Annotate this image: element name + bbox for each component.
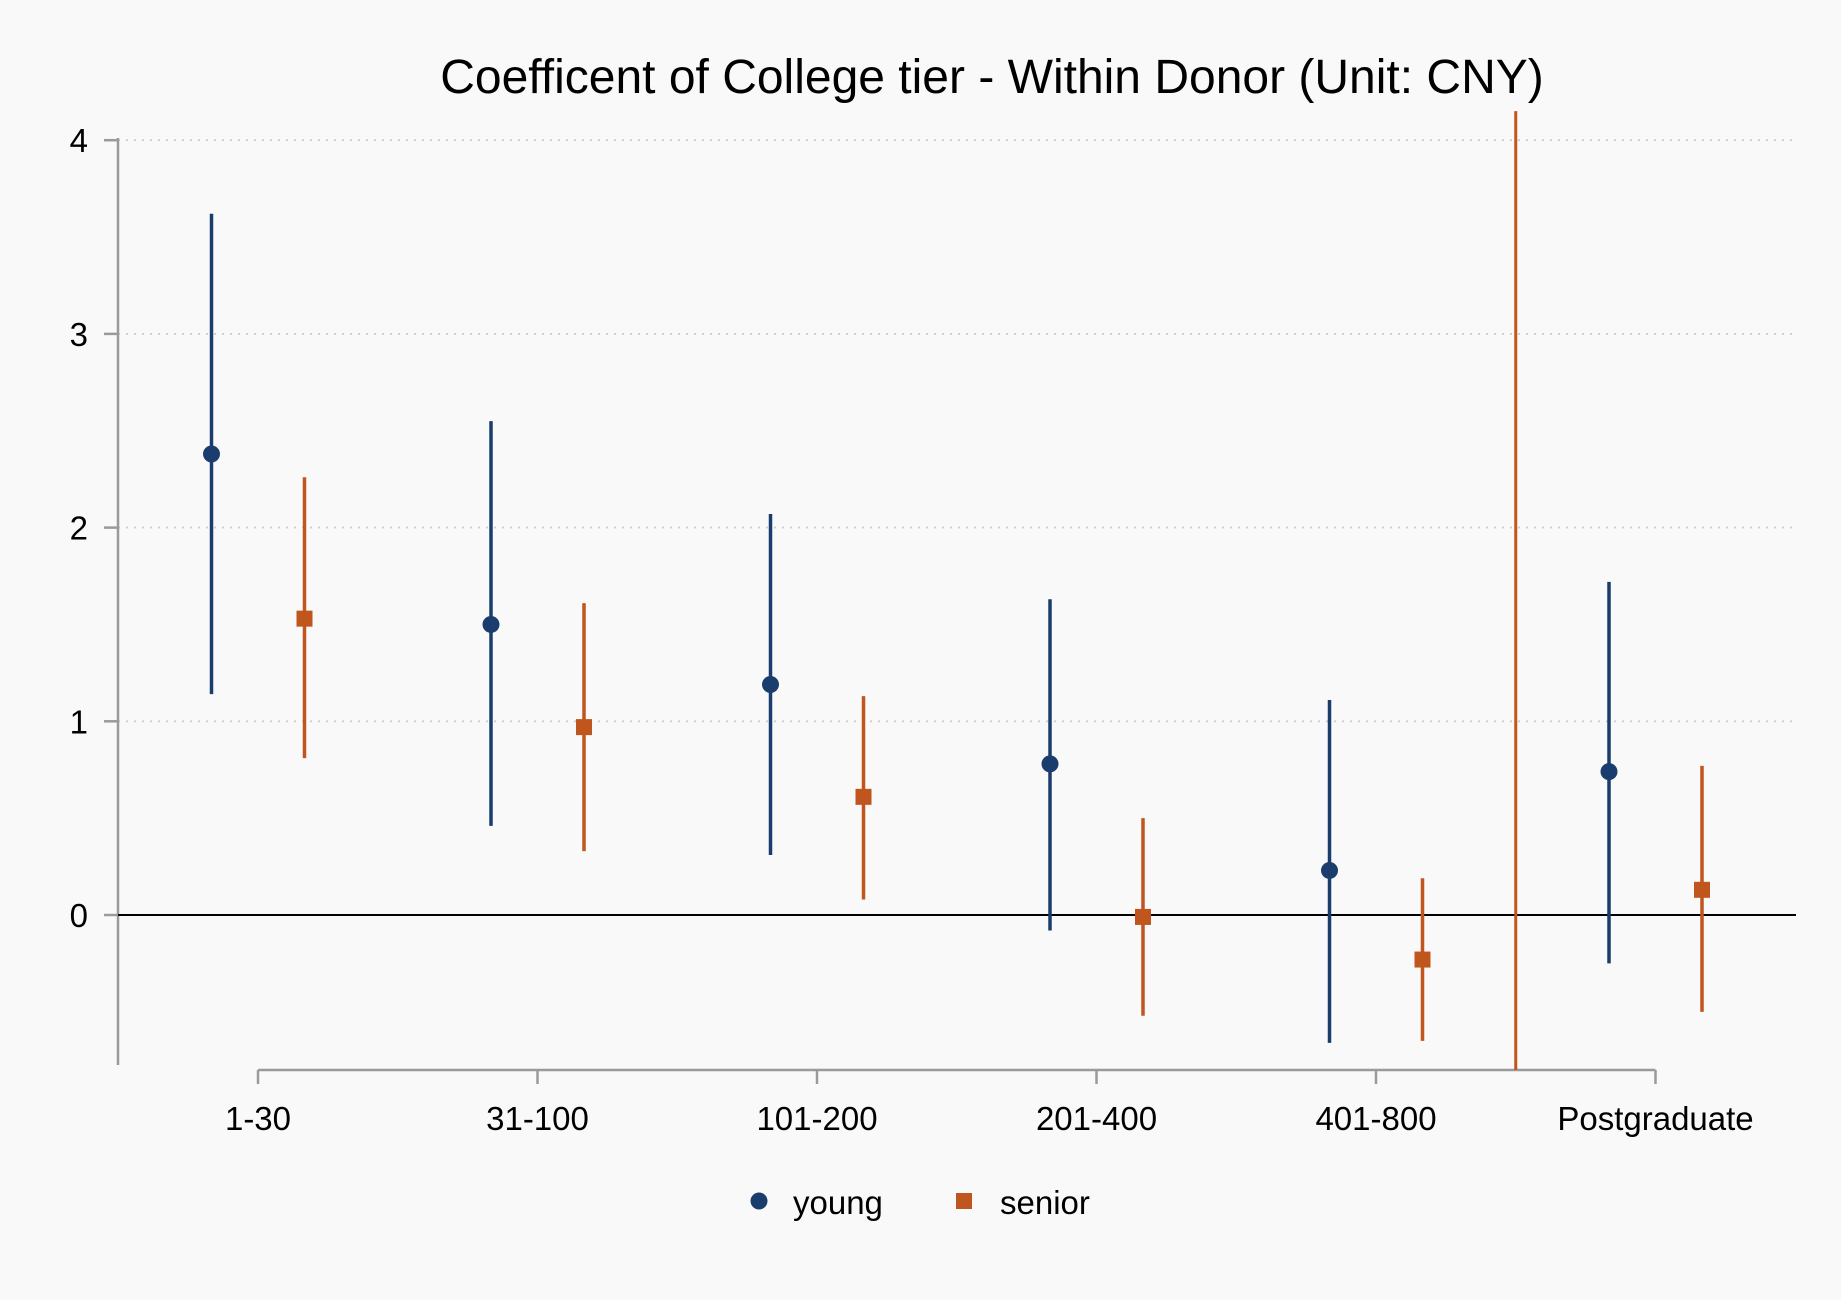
senior-point-31-100	[576, 719, 592, 736]
chart-marks	[203, 111, 1710, 1070]
x-tick-label-101-200: 101-200	[756, 1100, 877, 1137]
x-tick-label-31-100: 31-100	[486, 1100, 589, 1137]
young-point-1-30	[203, 445, 220, 463]
x-tick-label-401-800: 401-800	[1315, 1100, 1436, 1137]
x-tick-label-201-400: 201-400	[1036, 1100, 1157, 1137]
senior-point-1-30	[296, 610, 313, 627]
y-axis-ticks: 0 1 2 3 4	[70, 122, 118, 934]
y-tick-label-2: 2	[70, 510, 88, 547]
young-point-101-200	[762, 675, 779, 693]
young-point-201-400	[1041, 755, 1059, 773]
legend-label-senior: senior	[1000, 1184, 1090, 1221]
senior-point-Postgraduate	[1694, 881, 1710, 898]
y-tick-label-3: 3	[70, 316, 88, 353]
x-tick-label-Postgraduate: Postgraduate	[1557, 1100, 1753, 1137]
y-tick-label-0: 0	[70, 897, 88, 934]
legend-marker-senior	[956, 1193, 972, 1209]
legend: young senior	[750, 1184, 1090, 1221]
senior-point-201-400	[1135, 908, 1151, 925]
y-tick-label-1: 1	[70, 703, 88, 740]
legend-label-young: young	[793, 1184, 883, 1221]
legend-marker-young	[750, 1192, 768, 1210]
x-axis-ticks: 1-30 31-100 101-200 201-400 401-800 Postgradu…	[225, 1070, 1754, 1137]
x-tick-label-1-30: 1-30	[225, 1100, 291, 1137]
senior-point-101-200	[855, 788, 872, 805]
chart-title: Coefficent of College tier - Within Dono…	[440, 51, 1544, 104]
young-point-Postgraduate	[1600, 763, 1618, 781]
y-tick-label-4: 4	[70, 122, 88, 159]
senior-point-401-800	[1414, 951, 1431, 968]
young-point-31-100	[482, 615, 500, 633]
young-point-401-800	[1321, 861, 1338, 879]
